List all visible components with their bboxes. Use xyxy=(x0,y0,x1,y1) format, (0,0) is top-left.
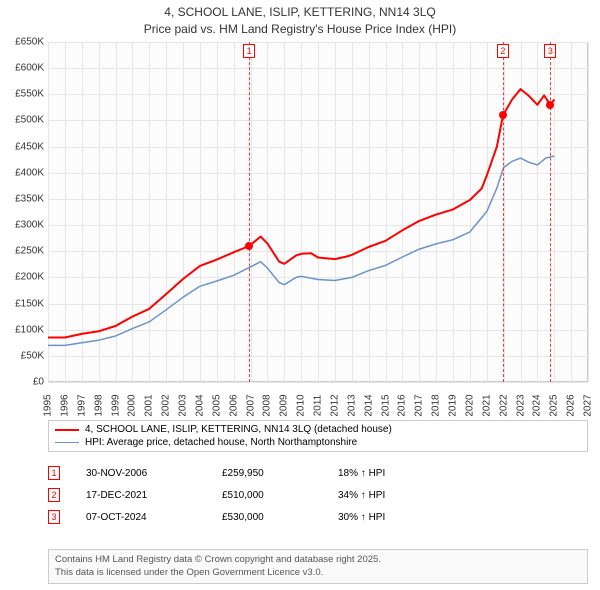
sales-row: 3 07-OCT-2024 £530,000 30% ↑ HPI xyxy=(48,506,385,528)
series-line xyxy=(48,156,554,345)
event-line xyxy=(249,42,250,382)
legend-label-1: 4, SCHOOL LANE, ISLIP, KETTERING, NN14 3… xyxy=(85,424,392,435)
x-axis-label: 2014 xyxy=(363,394,374,416)
x-axis-label: 2013 xyxy=(346,394,357,416)
chart-legend: 4, SCHOOL LANE, ISLIP, KETTERING, NN14 3… xyxy=(48,420,588,452)
sale-delta: 18% ↑ HPI xyxy=(338,468,385,479)
legend-row-series1: 4, SCHOOL LANE, ISLIP, KETTERING, NN14 3… xyxy=(55,423,581,436)
x-axis-label: 2027 xyxy=(583,394,594,416)
event-line xyxy=(550,42,551,382)
legend-swatch-1 xyxy=(55,429,79,431)
x-axis-label: 2000 xyxy=(127,394,138,416)
sale-delta: 30% ↑ HPI xyxy=(338,512,385,523)
sale-price: £510,000 xyxy=(222,490,312,501)
x-axis-label: 2003 xyxy=(178,394,189,416)
sale-price: £530,000 xyxy=(222,512,312,523)
sale-point-icon xyxy=(499,111,507,119)
chart-title-line1: 4, SCHOOL LANE, ISLIP, KETTERING, NN14 3… xyxy=(0,4,600,21)
y-axis-label: £450K xyxy=(15,141,44,152)
sale-date: 30-NOV-2006 xyxy=(86,468,196,479)
x-axis-label: 2008 xyxy=(262,394,273,416)
x-axis-label: 2012 xyxy=(329,394,340,416)
x-axis-label: 1997 xyxy=(76,394,87,416)
x-axis-label: 2021 xyxy=(481,394,492,416)
x-axis-label: 2004 xyxy=(194,394,205,416)
sales-row: 1 30-NOV-2006 £259,950 18% ↑ HPI xyxy=(48,462,385,484)
sales-table: 1 30-NOV-2006 £259,950 18% ↑ HPI 2 17-DEC-202… xyxy=(48,462,385,528)
x-axis-label: 1999 xyxy=(110,394,121,416)
x-axis-label: 2025 xyxy=(549,394,560,416)
y-axis-label: £250K xyxy=(15,246,44,257)
y-axis-label: £0 xyxy=(33,377,44,388)
sale-marker-icon: 2 xyxy=(48,488,60,502)
x-axis-label: 2007 xyxy=(245,394,256,416)
sale-date: 17-DEC-2021 xyxy=(86,490,196,501)
series-line xyxy=(48,89,554,337)
x-axis-label: 2016 xyxy=(397,394,408,416)
x-axis-label: 2009 xyxy=(279,394,290,416)
x-axis-label: 2010 xyxy=(296,394,307,416)
sale-point-icon xyxy=(245,242,253,250)
y-axis-label: £150K xyxy=(15,298,44,309)
y-axis-label: £600K xyxy=(15,63,44,74)
sale-delta: 34% ↑ HPI xyxy=(338,490,385,501)
sale-date: 07-OCT-2024 xyxy=(86,512,196,523)
chart-lines xyxy=(48,42,588,382)
event-marker-box: 3 xyxy=(544,44,556,58)
x-axis-label: 2024 xyxy=(532,394,543,416)
chart-title-line2: Price paid vs. HM Land Registry's House … xyxy=(0,21,600,38)
attribution-line2: This data is licensed under the Open Gov… xyxy=(55,567,581,579)
x-axis-label: 2023 xyxy=(515,394,526,416)
y-axis-label: £500K xyxy=(15,115,44,126)
sales-row: 2 17-DEC-2021 £510,000 34% ↑ HPI xyxy=(48,484,385,506)
x-axis-label: 2006 xyxy=(228,394,239,416)
chart-plot-area: £0£50K£100K£150K£200K£250K£300K£350K£400… xyxy=(48,42,588,382)
event-line xyxy=(503,42,504,382)
y-axis-label: £100K xyxy=(15,324,44,335)
y-axis-label: £550K xyxy=(15,89,44,100)
legend-row-series2: HPI: Average price, detached house, Nort… xyxy=(55,436,581,449)
sale-price: £259,950 xyxy=(222,468,312,479)
event-marker-box: 2 xyxy=(497,44,509,58)
x-axis-label: 2002 xyxy=(161,394,172,416)
chart-container: 4, SCHOOL LANE, ISLIP, KETTERING, NN14 3… xyxy=(0,0,600,590)
legend-swatch-2 xyxy=(55,442,79,444)
y-axis-label: £350K xyxy=(15,193,44,204)
x-axis-label: 2026 xyxy=(566,394,577,416)
gridline-v xyxy=(588,42,589,382)
attribution-line1: Contains HM Land Registry data © Crown c… xyxy=(55,554,581,566)
sale-marker-icon: 1 xyxy=(48,466,60,480)
x-axis-label: 2018 xyxy=(431,394,442,416)
x-axis-label: 1996 xyxy=(59,394,70,416)
x-axis-label: 1998 xyxy=(93,394,104,416)
sale-point-icon xyxy=(546,101,554,109)
chart-title-block: 4, SCHOOL LANE, ISLIP, KETTERING, NN14 3… xyxy=(0,0,600,38)
legend-label-2: HPI: Average price, detached house, Nort… xyxy=(85,437,357,448)
x-axis-label: 2001 xyxy=(144,394,155,416)
sale-marker-icon: 3 xyxy=(48,510,60,524)
y-axis-label: £200K xyxy=(15,272,44,283)
attribution-box: Contains HM Land Registry data © Crown c… xyxy=(48,549,588,584)
gridline-h xyxy=(48,382,588,383)
x-axis-label: 1995 xyxy=(43,394,54,416)
x-axis-label: 2019 xyxy=(448,394,459,416)
y-axis-label: £650K xyxy=(15,37,44,48)
x-axis-label: 2011 xyxy=(313,395,324,417)
x-axis-label: 2022 xyxy=(498,394,509,416)
y-axis-label: £300K xyxy=(15,220,44,231)
event-marker-box: 1 xyxy=(243,44,255,58)
x-axis-label: 2020 xyxy=(464,394,475,416)
x-axis-label: 2005 xyxy=(211,394,222,416)
x-axis-label: 2017 xyxy=(414,394,425,416)
y-axis-label: £400K xyxy=(15,167,44,178)
x-axis-label: 2015 xyxy=(380,394,391,416)
y-axis-label: £50K xyxy=(21,350,44,361)
